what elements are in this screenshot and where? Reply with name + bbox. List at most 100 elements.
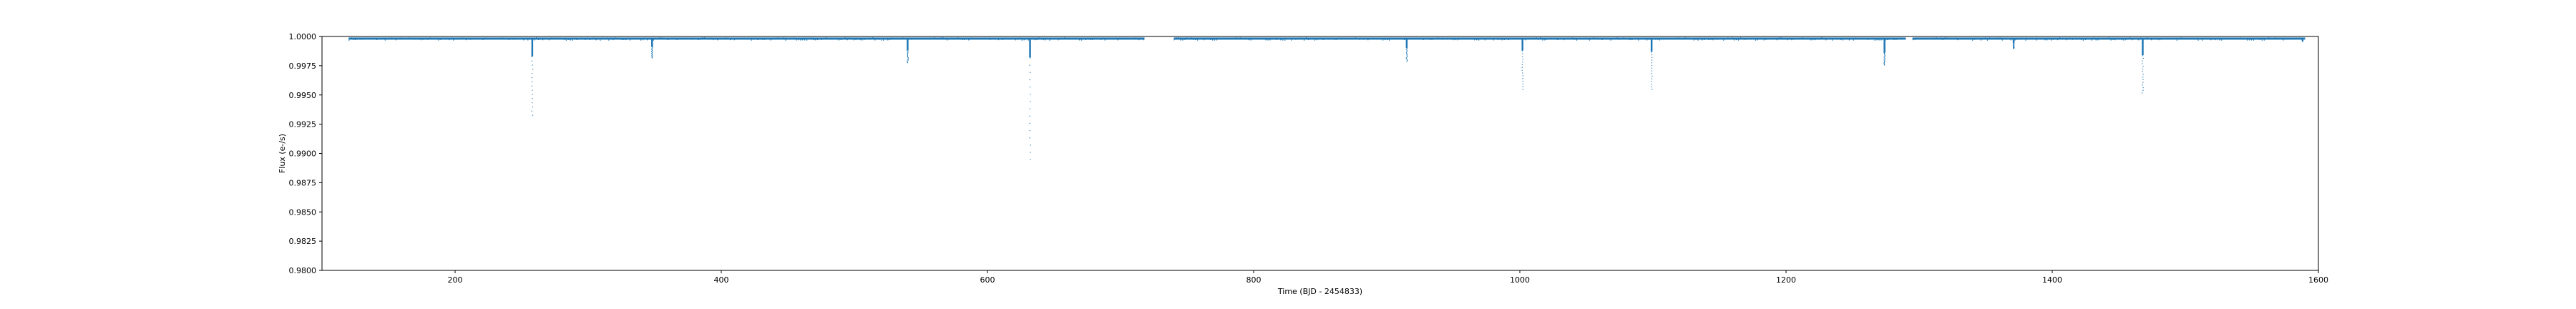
flux-point	[606, 37, 608, 39]
flux-point	[1119, 37, 1121, 39]
flux-point	[1548, 37, 1550, 39]
flux-point	[2089, 38, 2090, 39]
flux-point	[655, 37, 656, 39]
flux-point	[2095, 39, 2097, 41]
flux-point	[806, 39, 808, 41]
transit-point	[2142, 89, 2144, 91]
flux-point	[2197, 39, 2199, 41]
flux-point	[1914, 39, 1916, 40]
x-tick-label: 1400	[2042, 275, 2062, 285]
flux-point	[940, 37, 942, 39]
flux-point	[1265, 39, 1267, 41]
flux-point	[844, 37, 846, 39]
flux-point	[802, 39, 804, 41]
flux-point	[1855, 37, 1856, 39]
transit-point	[2142, 87, 2144, 89]
flux-point	[1423, 39, 1424, 40]
flux-point	[883, 39, 884, 41]
flux-point	[633, 38, 635, 39]
flux-point	[821, 39, 823, 40]
flux-point	[1106, 38, 1108, 39]
flux-point	[1299, 37, 1301, 39]
flux-point	[1350, 37, 1352, 39]
flux-point	[1132, 37, 1133, 39]
flux-point	[1244, 38, 1245, 39]
flux-point	[1333, 39, 1335, 40]
flux-point	[1850, 37, 1852, 39]
flux-point	[1320, 37, 1322, 39]
flux-point	[1542, 39, 1543, 41]
flux-point	[1710, 39, 1712, 40]
flux-point	[540, 38, 542, 39]
flux-point	[2112, 39, 2114, 40]
flux-point	[1963, 37, 1965, 39]
flux-point	[1138, 39, 1140, 41]
flux-point	[1241, 38, 1243, 39]
flux-point	[1113, 38, 1114, 39]
flux-point	[1382, 39, 1384, 41]
flux-point	[1984, 37, 1986, 39]
transit-point	[2142, 60, 2143, 62]
flux-point	[1601, 39, 1603, 41]
transit-point	[1883, 52, 1885, 54]
flux-point	[1314, 39, 1316, 41]
flux-point	[2182, 38, 2184, 39]
transit-point	[1030, 101, 1031, 102]
flux-point	[1684, 37, 1686, 39]
flux-point	[772, 37, 774, 39]
transit-point	[1521, 50, 1523, 52]
flux-point	[1755, 39, 1757, 41]
flux-point	[1782, 38, 1784, 39]
flux-point	[1015, 39, 1016, 41]
flux-point	[1957, 39, 1958, 41]
flux-point	[816, 39, 819, 41]
flux-point	[1723, 39, 1724, 41]
flux-point	[572, 39, 573, 41]
transit-point	[1405, 57, 1407, 59]
flux-point	[1503, 39, 1505, 41]
flux-point	[1076, 38, 1078, 39]
flux-point	[2102, 38, 2103, 39]
flux-point	[1940, 37, 1941, 39]
flux-point	[942, 37, 944, 39]
flux-point	[1047, 38, 1048, 39]
flux-point	[1765, 39, 1767, 40]
flux-point	[1291, 39, 1292, 41]
flux-point	[1182, 39, 1184, 41]
flux-point	[386, 38, 388, 39]
flux-point	[567, 39, 569, 40]
flux-point	[1514, 37, 1516, 39]
flux-point	[1584, 38, 1586, 39]
flux-point	[1921, 38, 1922, 39]
flux-point	[1721, 37, 1722, 39]
flux-point	[2110, 39, 2112, 41]
flux-point	[770, 39, 771, 41]
flux-point	[1627, 38, 1629, 39]
flux-point	[1006, 37, 1008, 39]
flux-point	[536, 37, 537, 39]
flux-point	[1431, 39, 1433, 40]
transit-point	[2013, 45, 2014, 46]
flux-point	[1380, 37, 1382, 39]
flux-point	[1893, 39, 1895, 40]
flux-point	[1944, 37, 1946, 39]
flux-point	[1324, 37, 1326, 39]
transit-point	[1884, 64, 1885, 66]
transit-point	[2013, 47, 2014, 49]
flux-point	[723, 37, 725, 39]
flux-point	[1976, 37, 1978, 39]
transit-point	[1522, 56, 1523, 57]
flux-point	[2263, 39, 2265, 41]
flux-point	[1501, 39, 1503, 41]
flux-point	[1367, 39, 1369, 41]
flux-point	[619, 38, 620, 39]
flux-point	[776, 37, 778, 39]
flux-point	[1493, 39, 1494, 41]
transit-point	[1522, 53, 1523, 54]
flux-point	[1361, 38, 1362, 39]
flux-point	[702, 37, 703, 39]
flux-point	[1546, 39, 1548, 40]
transit-point	[1884, 60, 1885, 62]
flux-point	[1544, 39, 1546, 41]
flux-point	[1078, 39, 1080, 41]
